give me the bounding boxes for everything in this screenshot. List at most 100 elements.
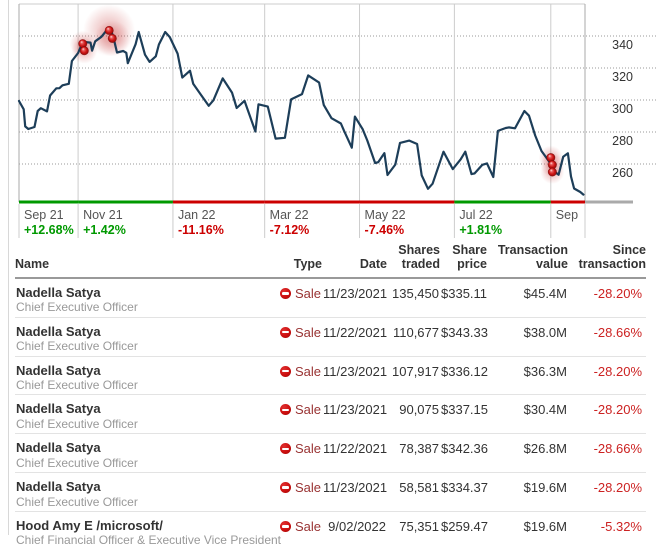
transaction-type: Sale [294, 441, 321, 457]
sale-marker[interactable] [104, 25, 114, 35]
transaction-date: 11/23/2021 [322, 472, 387, 512]
share-price: $334.37 [440, 472, 488, 512]
insider-name-cell: Nadella Satya Chief Executive Officer [15, 278, 265, 317]
table-row: Nadella Satya Chief Executive Officer Sale… [15, 278, 646, 317]
transaction-type: Sale [294, 519, 321, 535]
share-price: $336.12 [440, 355, 488, 395]
insider-title: Chief Financial Officer & Executive Vice… [16, 533, 282, 548]
transaction-type-cell: Sale [265, 278, 322, 317]
shares-traded: 58,581 [387, 472, 440, 512]
since-transaction-change: -28.66% [568, 316, 646, 357]
x-axis-month-label: Sep 21 [24, 208, 64, 222]
sale-marker[interactable] [79, 46, 89, 56]
y-axis-label: 300 [612, 102, 633, 116]
transaction-value: $36.3M [487, 355, 568, 395]
transaction-value: $19.6M [487, 511, 568, 550]
transaction-date: 11/22/2021 [322, 433, 387, 473]
insider-name-cell: Nadella Satya Chief Executive Officer [15, 472, 265, 512]
insider-name-cell: Nadella Satya Chief Executive Officer [15, 355, 265, 395]
insider-name: Nadella Satya [16, 284, 101, 300]
period-change-label: -7.12% [270, 223, 310, 237]
insider-name-cell: Hood Amy E /microsoft/Chief Financial Of… [15, 511, 282, 550]
insider-title: Chief Executive Officer [16, 338, 138, 353]
transaction-type: Sale [294, 285, 321, 301]
shares-traded: 110,677 [387, 316, 440, 357]
table-row: Nadella Satya Chief Executive Officer Sale… [15, 472, 646, 512]
transaction-value: $26.8M [487, 433, 568, 473]
shares-traded: 107,917 [387, 355, 440, 395]
transaction-date: 11/23/2021 [322, 355, 387, 395]
since-transaction-change: -5.32% [568, 511, 646, 550]
transaction-type: Sale [294, 363, 321, 379]
transaction-type: Sale [294, 480, 321, 496]
since-transaction-change: -28.20% [568, 394, 646, 434]
transaction-date: 9/02/2022 [322, 511, 387, 550]
insider-name: Hood Amy E /microsoft/ [16, 518, 163, 534]
column-header-date: Date [322, 243, 387, 279]
insider-name: Nadella Satya [16, 479, 101, 495]
insider-title: Chief Executive Officer [16, 455, 138, 470]
transaction-type: Sale [294, 402, 321, 418]
transaction-type: Sale [294, 324, 321, 340]
since-transaction-change: -28.66% [568, 433, 646, 473]
since-transaction-change: -28.20% [568, 355, 646, 395]
shares-traded: 75,351 [387, 511, 440, 550]
column-header-since: Since transaction [568, 243, 646, 279]
share-price: $343.33 [440, 316, 488, 357]
y-axis-label: 320 [612, 70, 633, 84]
insider-title: Chief Executive Officer [16, 300, 138, 315]
insider-title: Chief Executive Officer [16, 494, 138, 509]
share-price: $337.15 [440, 394, 488, 434]
sale-marker[interactable] [107, 33, 117, 43]
page-left-border [8, 0, 9, 535]
shares-traded: 135,450 [392, 285, 439, 301]
transaction-type-cell: Sale [265, 511, 322, 550]
transaction-type-cell: Sale [265, 433, 322, 473]
period-change-label: +1.42% [83, 223, 126, 237]
table-row: Nadella Satya Chief Executive Officer Sale… [15, 355, 646, 395]
x-axis-month-label: Mar 22 [270, 208, 309, 222]
sale-marker[interactable] [547, 167, 557, 177]
table-header-row: Name Type Date Shares traded Share price Transa… [15, 243, 646, 279]
insider-transactions-table: Name Type Date Shares traded Share price Transa… [15, 243, 646, 550]
x-axis-month-label: Jul 22 [459, 208, 492, 222]
transaction-date: 11/23/2021 [322, 394, 387, 434]
column-header-name: Name [15, 243, 265, 279]
since-transaction-change: -28.20% [593, 285, 642, 301]
insider-name-cell: Nadella Satya Chief Executive Officer [15, 316, 265, 357]
share-price: $259.47 [440, 511, 488, 550]
x-axis-month-label: Sep [556, 208, 578, 222]
table-row: Nadella Satya Chief Executive Officer Sale… [15, 394, 646, 434]
price-chart-svg: 340 320 300 280 260 Sep 21+12.68% Nov 21+1.42%… [17, 3, 656, 238]
transaction-value: $45.4M [523, 285, 567, 301]
x-axis-month-label: May 22 [365, 208, 406, 222]
sale-minus-icon [279, 482, 291, 494]
transaction-type-cell: Sale [265, 355, 322, 395]
column-header-shares: Shares traded [387, 243, 440, 279]
stock-price-chart: 340 320 300 280 260 Sep 21 +12.68% Nov 21 +1.42%… [0, 0, 659, 243]
sale-minus-icon [279, 326, 291, 338]
share-price: $335.11 [441, 285, 488, 301]
table-row: Nadella Satya Chief Executive Officer Sale… [15, 433, 646, 473]
transaction-value: $30.4M [487, 394, 568, 434]
table-row: Hood Amy E /microsoft/Chief Financial Of… [15, 511, 646, 550]
x-axis-month-label: Jan 22 [178, 208, 216, 222]
sale-minus-icon [279, 287, 291, 299]
transaction-date: 11/23/2021 [323, 285, 388, 301]
insider-name: Nadella Satya [16, 362, 101, 378]
insider-name: Nadella Satya [16, 323, 101, 339]
transaction-value: $38.0M [487, 316, 568, 357]
column-header-value: Transaction value [487, 243, 568, 279]
sale-minus-icon [279, 443, 291, 455]
column-header-price: Share price [440, 243, 487, 279]
price-line [17, 27, 585, 196]
sale-minus-icon [279, 521, 291, 533]
insider-name: Nadella Satya [16, 440, 101, 456]
shares-traded: 78,387 [387, 433, 440, 473]
share-price: $342.36 [440, 433, 488, 473]
insider-title: Chief Executive Officer [16, 416, 138, 431]
insider-name: Nadella Satya [16, 401, 101, 417]
shares-traded: 90,075 [387, 394, 440, 434]
transaction-value: $19.6M [487, 472, 568, 512]
transaction-type-cell: Sale [265, 316, 322, 357]
